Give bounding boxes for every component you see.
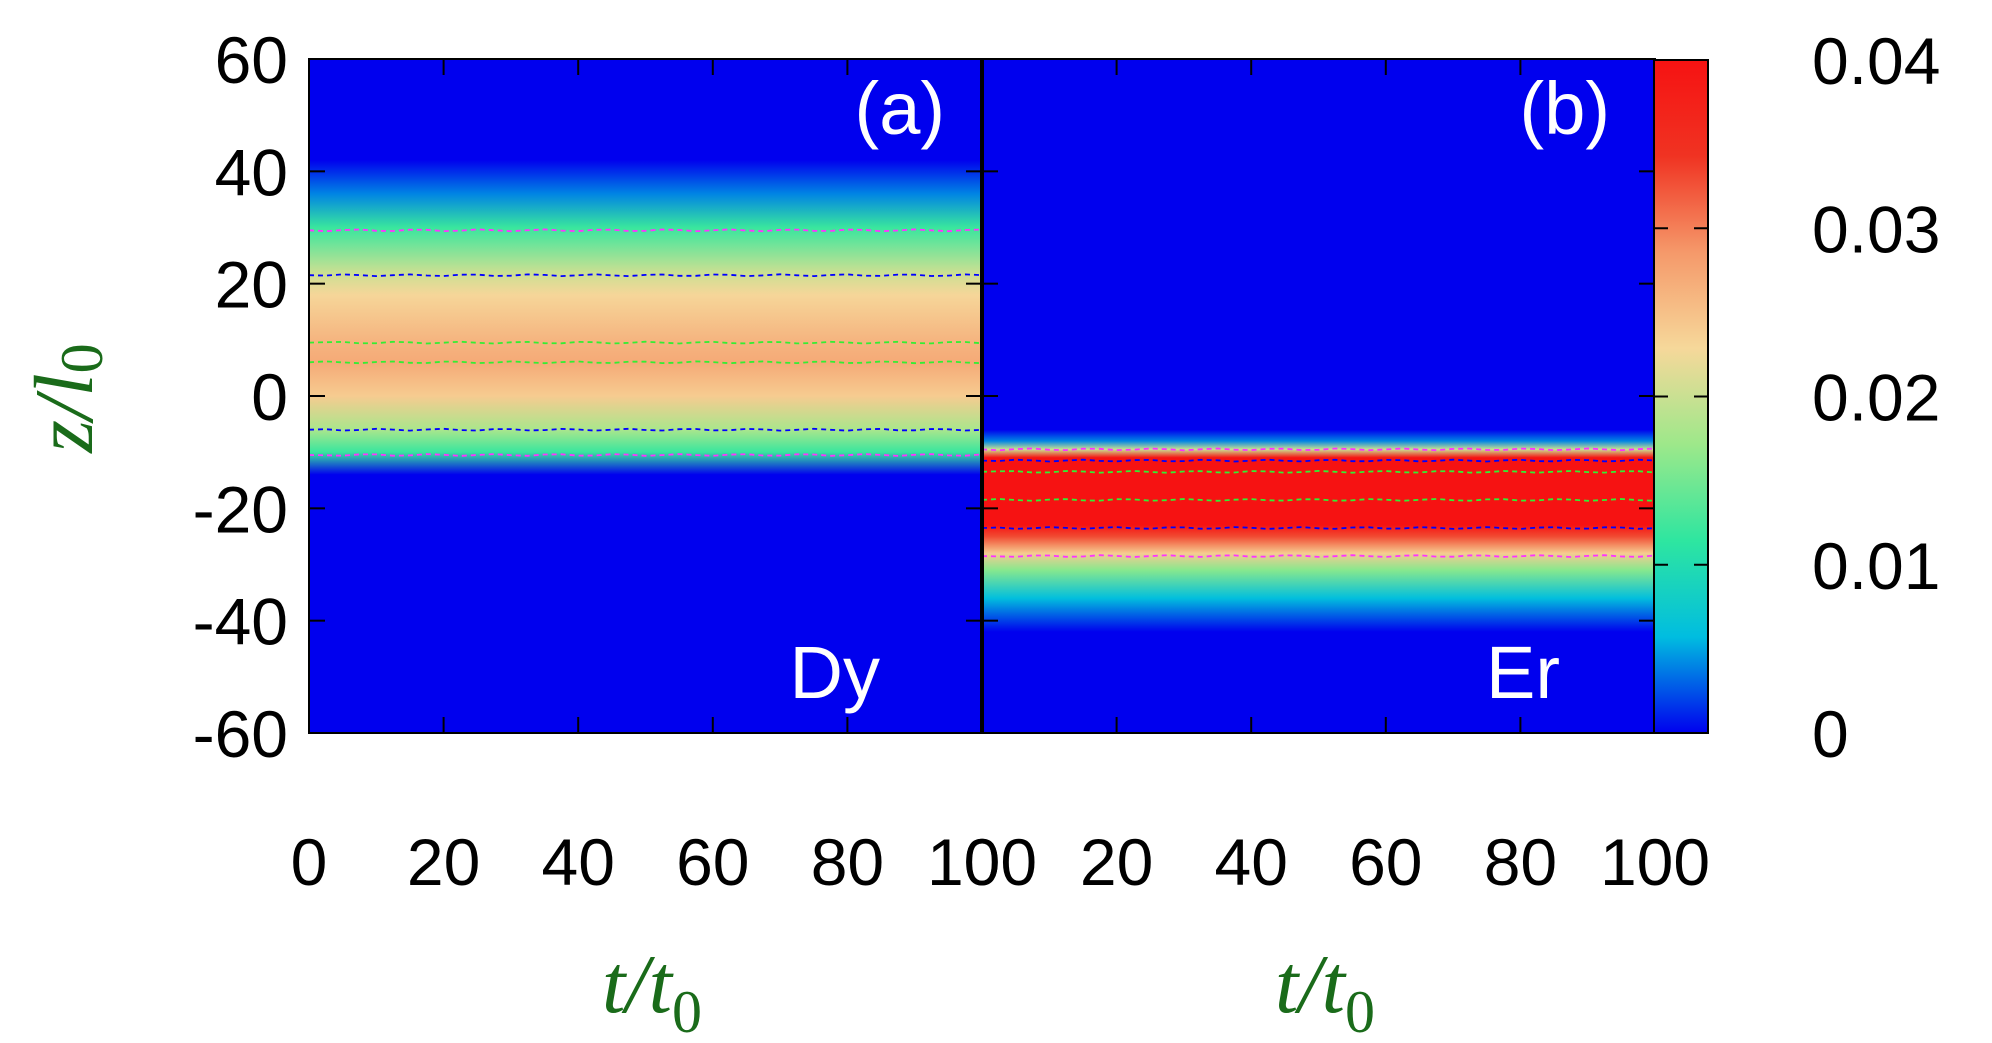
y-tick-label: 20 (215, 248, 288, 322)
contours-b (981, 447, 1656, 558)
x-tick-label-a: 80 (811, 825, 884, 899)
x-axis-title-b-main: t/t (1275, 938, 1348, 1031)
contour-line-b (981, 469, 1656, 474)
x-tick-label-a: 0 (291, 825, 328, 899)
contour-line-a (308, 340, 983, 345)
colorbar-tick-label: 0.01 (1812, 529, 1940, 603)
panel-b-label: (b) (1520, 67, 1610, 150)
y-tick-label: 40 (215, 135, 288, 209)
contour-line-a (308, 228, 983, 233)
heatmap-b (982, 59, 1655, 733)
x-tick-label-b: 40 (1214, 825, 1287, 899)
y-tick-label: -60 (193, 697, 288, 771)
contour-line-a (308, 273, 983, 278)
colorbar-tick-label: 0 (1812, 697, 1849, 771)
x-axis-title-a-sub: 0 (672, 979, 702, 1038)
colorbar-tick-label: 0.02 (1812, 361, 1940, 435)
contour-line-b (981, 554, 1656, 558)
y-axis-title-main: z/l (18, 373, 111, 453)
x-axis-title-b: t/t0 (1275, 938, 1375, 1038)
contour-line-b (981, 526, 1656, 530)
colorbar-tick-label: 0.04 (1812, 24, 1940, 98)
y-tick-label: -20 (193, 472, 288, 546)
colorbar-tick-label: 0.03 (1812, 192, 1940, 266)
x-tick-label-b: 80 (1484, 825, 1557, 899)
contour-line-a (308, 453, 983, 457)
x-axis-title-a: t/t0 (602, 938, 702, 1038)
contour-line-b (981, 498, 1656, 502)
colorbar-ticks: 0 0.01 0.02 0.03 0.04 (1654, 24, 1940, 771)
panel-b-species: Er (1486, 631, 1560, 714)
contour-line-a (308, 427, 983, 432)
y-tick-label: 60 (215, 23, 288, 97)
x-tick-label-a: 60 (676, 825, 749, 899)
x-tick-label-b: 100 (1600, 825, 1710, 899)
x-tick-label-a: 20 (407, 825, 480, 899)
panel-a-species: Dy (790, 631, 880, 714)
panel-a: (a) Dy (308, 59, 983, 733)
y-axis-title: z/l0 (18, 343, 115, 453)
y-tick-label: 0 (251, 360, 288, 434)
x-axis-title-a-main: t/t (602, 938, 675, 1031)
x-axis-title-b-sub: 0 (1345, 979, 1375, 1038)
contour-line-a (308, 360, 983, 365)
contour-line-b (981, 458, 1656, 463)
x-tick-label-b: 0 (964, 825, 1001, 899)
x-tick-label-a: 100 (927, 825, 1037, 899)
contours-a (308, 228, 983, 457)
x-tick-label-b: 20 (1080, 825, 1153, 899)
x-tick-label-a: 40 (541, 825, 614, 899)
panel-a-label: (a) (855, 67, 945, 150)
x-tick-label-b: 60 (1349, 825, 1422, 899)
heatmap-a (309, 59, 982, 733)
panel-b: (b) Er (981, 59, 1656, 733)
y-axis-title-sub: 0 (49, 343, 115, 373)
contour-line-b (981, 447, 1656, 452)
y-tick-label: -40 (193, 585, 288, 659)
